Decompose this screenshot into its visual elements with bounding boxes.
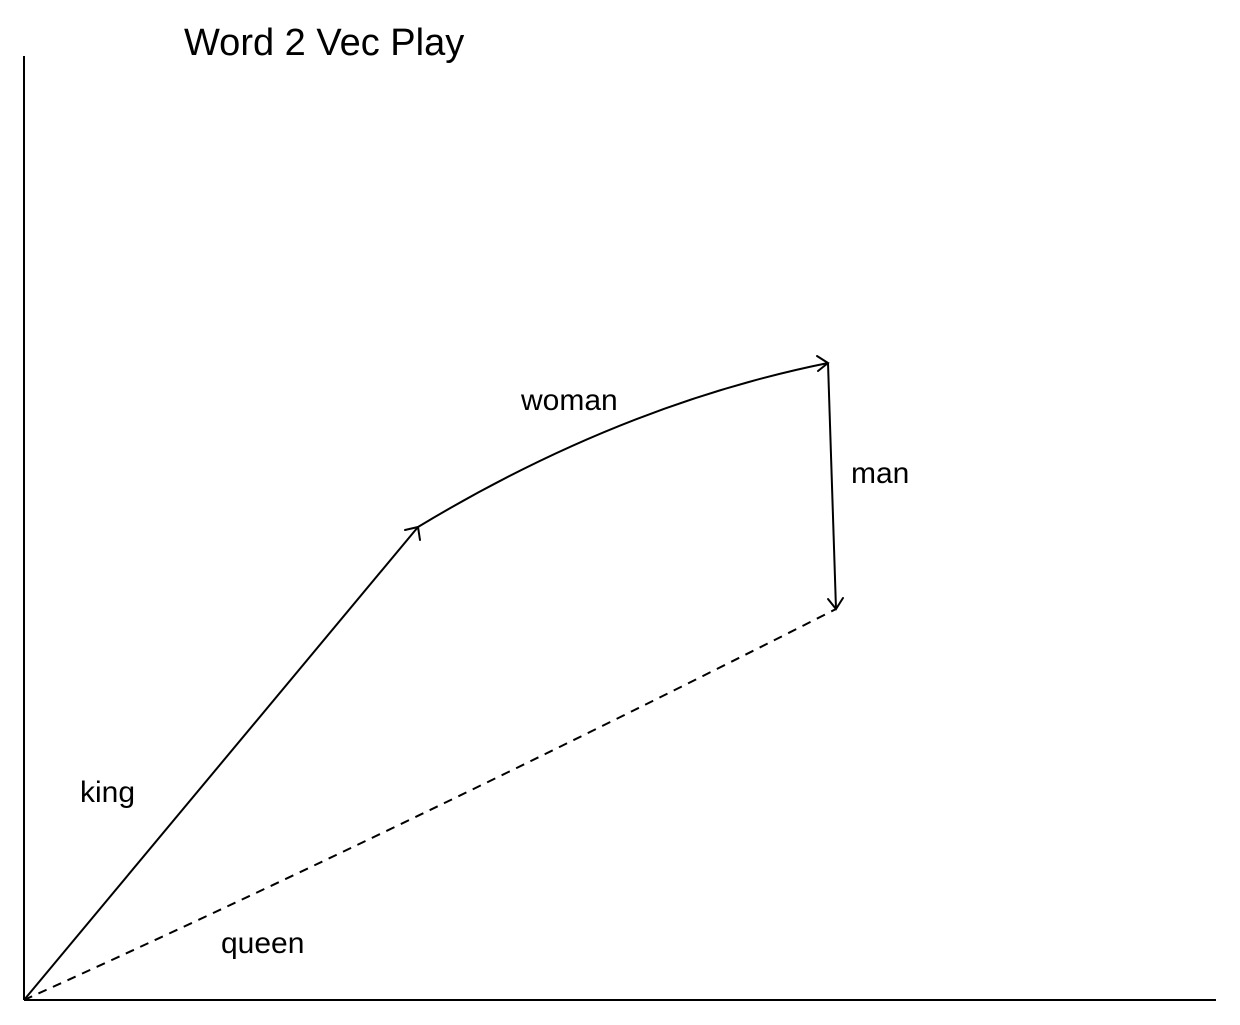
woman-vector: [417, 355, 830, 528]
queen-label: queen: [221, 927, 304, 960]
man-label: man: [851, 457, 909, 490]
diagram-title: Word 2 Vec Play: [184, 22, 464, 64]
man-vector-line: [827, 362, 837, 610]
king-vector-line: [23, 526, 419, 1001]
king-label: king: [80, 776, 135, 809]
woman-label: woman: [520, 384, 618, 417]
queen-vector: [23, 608, 837, 1001]
man-vector: [827, 362, 844, 611]
queen-vector-curve: [23, 608, 837, 1001]
woman-vector-curve: [417, 362, 829, 528]
